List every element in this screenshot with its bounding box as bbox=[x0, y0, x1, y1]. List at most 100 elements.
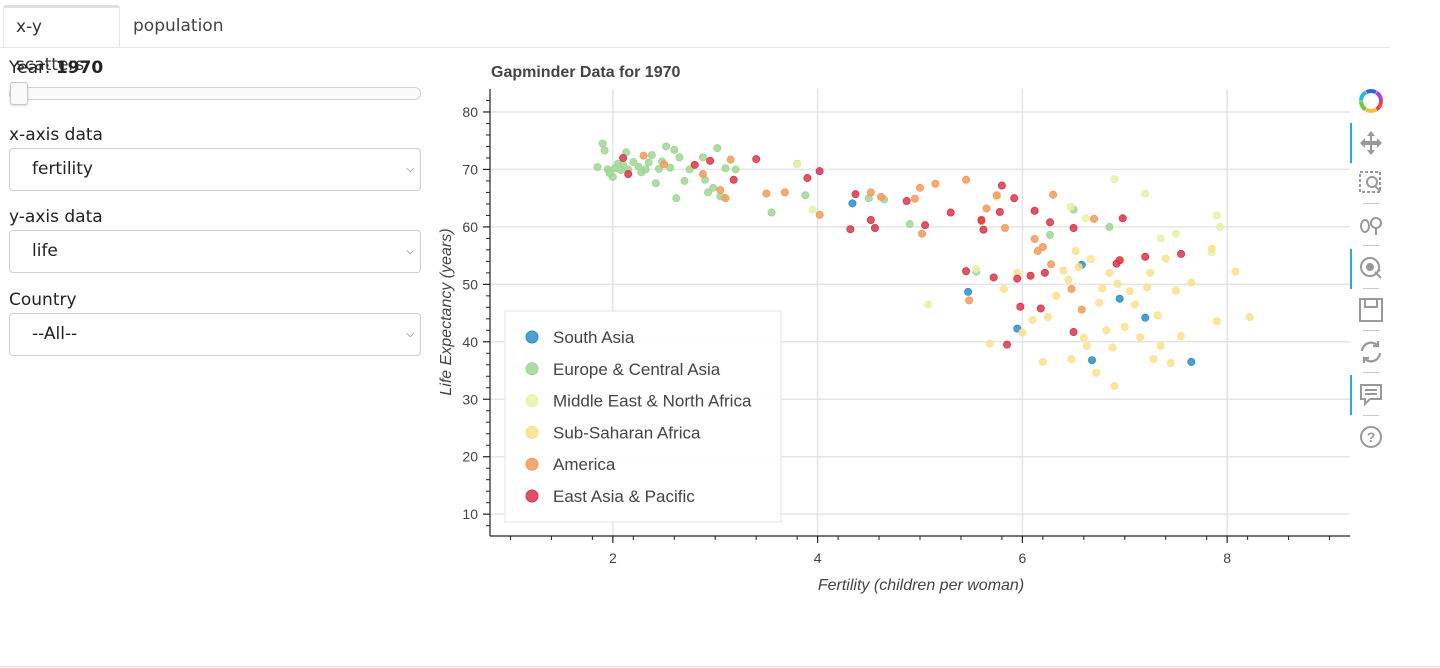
data-point bbox=[1212, 211, 1221, 220]
data-point bbox=[1064, 275, 1073, 284]
data-point bbox=[1143, 283, 1152, 292]
data-point bbox=[713, 144, 722, 153]
data-point bbox=[1082, 341, 1091, 350]
chart-title: Gapminder Data for 1970 bbox=[491, 64, 681, 81]
tab-population[interactable]: population bbox=[133, 16, 224, 36]
year-slider-handle[interactable] bbox=[10, 82, 28, 105]
data-point bbox=[1105, 268, 1114, 277]
data-point bbox=[1245, 313, 1254, 322]
data-point bbox=[1088, 356, 1097, 365]
chart-axes: 2 4 6 8 10 20 30 40 50 60 70 80 bbox=[462, 89, 1350, 566]
y-tick-label: 60 bbox=[462, 219, 478, 235]
data-point bbox=[793, 160, 802, 169]
y-tick-label: 30 bbox=[462, 391, 478, 407]
x-tick-label: 4 bbox=[814, 550, 822, 566]
data-point bbox=[600, 146, 609, 155]
data-point bbox=[1108, 343, 1117, 352]
data-point bbox=[815, 210, 824, 219]
hover-icon[interactable] bbox=[1356, 380, 1386, 410]
toolbar-separator bbox=[1363, 245, 1379, 246]
data-point bbox=[647, 151, 656, 160]
box-zoom-icon[interactable] bbox=[1356, 168, 1386, 198]
data-point bbox=[1212, 317, 1221, 326]
data-point bbox=[1187, 278, 1196, 287]
reset-icon[interactable] bbox=[1356, 337, 1386, 367]
data-point bbox=[629, 157, 638, 166]
legend-swatch bbox=[525, 394, 539, 408]
hover-active-indicator bbox=[1350, 375, 1352, 415]
data-point bbox=[651, 179, 660, 188]
data-point bbox=[977, 215, 986, 224]
help-icon[interactable]: ? bbox=[1356, 422, 1386, 452]
data-point bbox=[709, 183, 718, 192]
data-point bbox=[946, 208, 955, 217]
y-axis-label: Life Expectancy (years) bbox=[438, 228, 455, 395]
data-point bbox=[916, 183, 925, 192]
data-point bbox=[608, 172, 617, 181]
legend-swatch bbox=[525, 489, 539, 503]
data-point bbox=[721, 164, 730, 173]
data-point bbox=[706, 156, 715, 165]
legend-swatch bbox=[525, 362, 539, 376]
tab-xy-scatters[interactable]: x-y scatters bbox=[3, 5, 120, 75]
toolbar-separator bbox=[1363, 288, 1379, 289]
data-point bbox=[660, 160, 669, 169]
data-point bbox=[1069, 224, 1078, 233]
legend-swatch bbox=[525, 457, 539, 471]
data-point bbox=[1000, 224, 1009, 233]
tab-bar: x-y scatters population bbox=[0, 0, 1390, 75]
legend-label: Sub-Saharan Africa bbox=[553, 423, 701, 442]
data-point bbox=[1066, 202, 1075, 211]
data-point bbox=[1161, 254, 1170, 263]
data-point bbox=[721, 194, 730, 203]
data-point bbox=[680, 176, 689, 185]
chart-points bbox=[593, 139, 1254, 391]
x-tick-label: 8 bbox=[1223, 550, 1231, 566]
xaxis-label: x-axis data bbox=[9, 125, 103, 145]
data-point bbox=[619, 153, 628, 162]
data-point bbox=[985, 339, 994, 348]
y-tick-label: 20 bbox=[462, 449, 478, 465]
yaxis-label: y-axis data bbox=[9, 207, 103, 227]
data-point bbox=[1118, 214, 1127, 223]
data-point bbox=[992, 191, 1001, 200]
data-point bbox=[1003, 340, 1012, 349]
data-point bbox=[641, 165, 650, 174]
data-point bbox=[921, 221, 930, 230]
data-point bbox=[1069, 328, 1078, 337]
data-point bbox=[1013, 274, 1022, 283]
data-point bbox=[866, 215, 875, 224]
data-point bbox=[815, 167, 824, 176]
country-select[interactable]: --All-- ⌵ bbox=[9, 313, 421, 356]
data-point bbox=[1043, 313, 1052, 322]
page-bottom-border bbox=[0, 666, 1440, 667]
wheel-zoom-icon[interactable] bbox=[1356, 210, 1386, 240]
yaxis-select[interactable]: life ⌵ bbox=[9, 230, 421, 273]
data-point bbox=[1038, 243, 1047, 252]
xaxis-select[interactable]: fertility ⌵ bbox=[9, 148, 421, 191]
data-point bbox=[1010, 194, 1019, 203]
data-point bbox=[989, 273, 998, 282]
pan-icon[interactable] bbox=[1356, 128, 1386, 158]
legend-swatch bbox=[525, 330, 539, 344]
data-point bbox=[962, 175, 971, 184]
save-icon[interactable] bbox=[1356, 295, 1386, 325]
data-point bbox=[1092, 368, 1101, 377]
legend-label: America bbox=[553, 455, 616, 474]
data-point bbox=[1149, 355, 1158, 364]
tap-icon[interactable] bbox=[1356, 253, 1386, 283]
data-point bbox=[1136, 333, 1145, 342]
data-point bbox=[598, 139, 607, 148]
data-point bbox=[997, 181, 1006, 190]
bokeh-logo-icon[interactable] bbox=[1356, 86, 1386, 116]
toolbar-separator bbox=[1363, 372, 1379, 373]
legend-label: Europe & Central Asia bbox=[553, 360, 721, 379]
data-point bbox=[624, 170, 633, 179]
x-tick-label: 2 bbox=[609, 550, 617, 566]
data-point bbox=[1153, 311, 1162, 320]
data-point bbox=[1231, 267, 1240, 276]
year-label-text: Year: bbox=[9, 58, 56, 78]
data-point bbox=[1156, 341, 1165, 350]
data-point bbox=[1081, 214, 1090, 223]
